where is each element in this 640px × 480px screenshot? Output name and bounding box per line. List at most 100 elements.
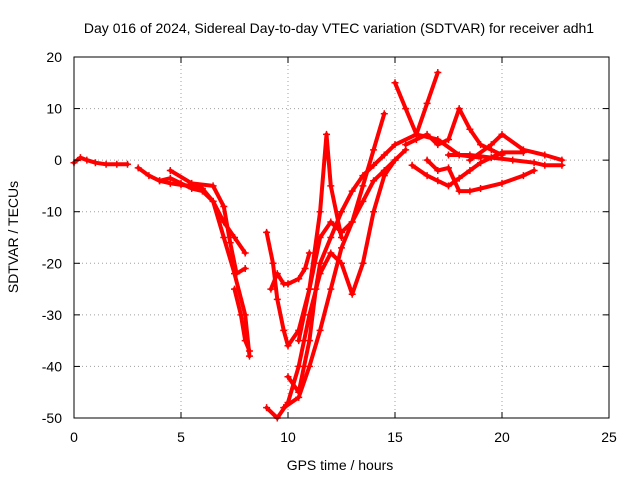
data-point <box>102 160 110 168</box>
plot-frame <box>73 56 610 419</box>
data-point <box>241 337 249 345</box>
data-point <box>188 179 196 187</box>
data-point <box>380 110 388 118</box>
data-point <box>498 179 506 187</box>
data-point <box>487 154 495 162</box>
data-point <box>280 326 288 334</box>
data-point <box>445 182 452 190</box>
series-line <box>157 176 252 359</box>
data-point <box>391 141 399 149</box>
data-point <box>295 337 303 345</box>
data-point <box>76 154 84 162</box>
data-point <box>359 172 367 180</box>
data-point <box>380 151 388 159</box>
y-axis: -50 -40 -30 -20 -10 0 10 20 <box>42 49 609 426</box>
data-point <box>295 362 303 370</box>
data-point <box>280 404 288 412</box>
data-point <box>295 275 303 283</box>
data-point <box>220 203 228 211</box>
series-line <box>232 287 252 353</box>
data-point <box>312 285 320 293</box>
data-point <box>466 187 474 195</box>
data-point <box>338 244 345 252</box>
data-point <box>338 208 345 216</box>
data-point <box>273 270 281 278</box>
chart-title: Day 016 of 2024, Sidereal Day-to-day VTE… <box>84 20 594 36</box>
data-point <box>498 148 506 156</box>
y-tick-label: -50 <box>42 410 62 426</box>
data-point <box>198 187 206 195</box>
data-point <box>455 187 463 195</box>
data-point <box>445 164 452 172</box>
data-point <box>466 156 474 164</box>
data-point <box>370 208 378 216</box>
data-point <box>498 130 506 138</box>
data-point <box>301 264 309 272</box>
series-line <box>296 132 344 343</box>
data-point <box>466 125 474 133</box>
data-point <box>284 280 292 288</box>
data-point <box>408 161 416 169</box>
series-line <box>286 251 312 286</box>
data-point <box>327 182 335 190</box>
data-point <box>423 172 431 180</box>
x-tick-label: 25 <box>601 429 617 445</box>
series-line <box>281 147 408 410</box>
data-point <box>348 290 356 298</box>
x-tick-label: 10 <box>280 429 296 445</box>
y-tick-label: 0 <box>54 152 62 168</box>
data-point <box>558 156 566 164</box>
data-point <box>323 130 331 138</box>
data-point <box>113 160 121 168</box>
data-point <box>305 249 313 257</box>
x-axis-label: GPS time / hours <box>287 457 394 473</box>
x-tick-label: 20 <box>494 429 510 445</box>
data-point <box>241 264 249 272</box>
data-series <box>423 156 538 195</box>
data-point <box>434 166 442 174</box>
data-point <box>305 285 313 293</box>
data-point <box>530 166 538 174</box>
data-point <box>327 249 335 257</box>
data-series <box>70 154 131 168</box>
data-point <box>226 239 234 247</box>
y-tick-label: 10 <box>46 101 62 117</box>
data-point <box>284 373 292 381</box>
data-point <box>487 141 495 149</box>
data-point <box>359 197 367 205</box>
data-point <box>445 151 452 159</box>
data-point <box>209 197 217 205</box>
y-tick-label: 20 <box>46 49 62 65</box>
data-point <box>327 234 335 241</box>
data-point <box>370 177 378 185</box>
data-point <box>233 270 241 278</box>
data-point <box>263 228 271 236</box>
data-point <box>91 159 99 167</box>
data-point <box>402 141 410 149</box>
data-point <box>220 234 228 241</box>
data-point <box>466 166 474 174</box>
data-series <box>466 130 566 164</box>
data-point <box>124 160 131 168</box>
data-point <box>237 311 245 319</box>
data-point <box>391 156 399 164</box>
data-point <box>267 285 275 293</box>
data-point <box>434 177 442 185</box>
data-point <box>231 285 238 293</box>
data-point <box>519 146 527 154</box>
data-point <box>269 259 277 267</box>
data-point <box>305 337 313 345</box>
data-point <box>423 99 431 107</box>
data-point <box>231 234 238 241</box>
x-tick-label: 0 <box>70 429 78 445</box>
data-series <box>166 166 249 278</box>
data-point <box>327 285 335 293</box>
data-point <box>166 174 174 182</box>
data-point <box>316 326 324 334</box>
data-point <box>391 79 399 87</box>
data-point <box>541 151 549 159</box>
data-point <box>316 208 324 216</box>
data-series <box>295 130 345 345</box>
data-point <box>434 141 442 149</box>
x-tick-label: 5 <box>177 429 185 445</box>
